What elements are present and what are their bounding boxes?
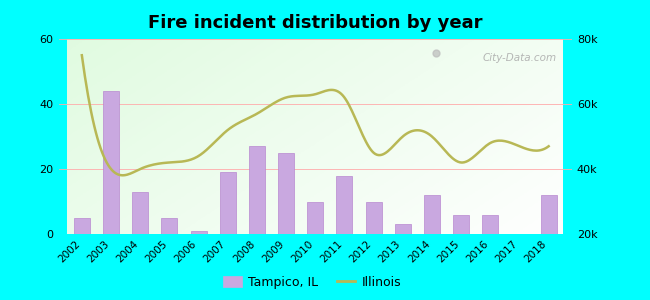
Bar [278, 153, 294, 234]
Bar [307, 202, 323, 234]
Bar [424, 195, 440, 234]
Bar [249, 146, 265, 234]
Bar [220, 172, 236, 234]
Legend: Tampico, IL, Illinois: Tampico, IL, Illinois [218, 271, 406, 294]
Title: Fire incident distribution by year: Fire incident distribution by year [148, 14, 482, 32]
Bar [190, 231, 207, 234]
Bar [482, 214, 499, 234]
Bar [395, 224, 411, 234]
Bar [132, 192, 148, 234]
Bar [453, 214, 469, 234]
Bar [161, 218, 177, 234]
Text: City-Data.com: City-Data.com [482, 52, 556, 63]
Bar [365, 202, 382, 234]
Bar [103, 91, 119, 234]
Bar [337, 176, 352, 234]
Bar [541, 195, 556, 234]
Bar [74, 218, 90, 234]
